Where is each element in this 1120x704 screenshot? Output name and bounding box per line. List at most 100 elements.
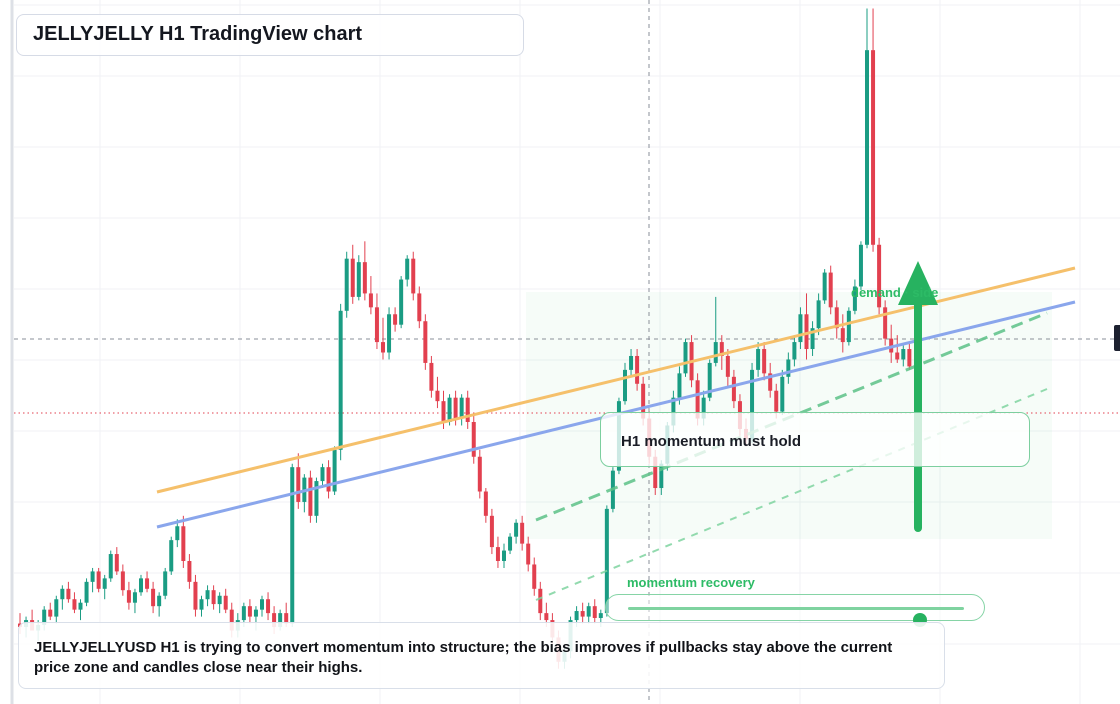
candle-body <box>592 606 597 618</box>
candle-body <box>901 349 906 360</box>
candle-body <box>453 397 458 419</box>
candle-body <box>362 262 367 294</box>
candle-body <box>489 515 494 548</box>
candle <box>247 599 252 624</box>
candle <box>102 574 107 600</box>
candle <box>72 592 77 614</box>
candle <box>477 449 482 499</box>
candle-body <box>381 342 385 353</box>
momentum-note: H1 momentum must hold <box>600 412 1030 467</box>
candle-body <box>810 328 815 350</box>
candle-body <box>483 491 488 516</box>
candle <box>296 453 301 509</box>
candle-body <box>338 310 343 450</box>
candle-body <box>356 262 361 297</box>
candle <box>465 390 470 429</box>
demand-zone-label: demand · side <box>851 285 939 300</box>
candle-body <box>308 477 313 516</box>
candle-body <box>532 564 537 589</box>
candle-body <box>326 467 331 492</box>
candle-body <box>865 50 869 245</box>
candle <box>526 536 531 572</box>
candle-body <box>54 599 59 617</box>
candle <box>169 536 174 575</box>
momentum-meter <box>605 594 985 627</box>
candle <box>846 307 851 346</box>
candle-body <box>132 592 137 603</box>
candle <box>48 602 53 621</box>
candle-body <box>175 526 180 541</box>
candle-body <box>417 293 422 322</box>
candle-body <box>284 613 289 624</box>
candle <box>362 241 367 301</box>
candle-body <box>139 578 143 593</box>
candle <box>883 300 888 346</box>
candle <box>508 533 513 555</box>
candle <box>623 362 627 405</box>
candle-body <box>786 359 791 377</box>
candle <box>211 585 216 610</box>
candle-body <box>653 456 658 489</box>
bullish-arrow-head <box>898 261 938 305</box>
candle-body <box>659 463 664 489</box>
candle-body <box>78 602 83 610</box>
candle <box>399 276 404 329</box>
candle-body <box>774 390 779 412</box>
candle <box>332 446 337 495</box>
candle-body <box>731 376 736 402</box>
candle-body <box>187 561 192 582</box>
candle <box>429 355 434 398</box>
candle-body <box>211 590 216 605</box>
candle-body <box>719 342 724 356</box>
candle-body <box>641 383 646 419</box>
candle-body <box>883 307 888 339</box>
candle <box>417 286 422 329</box>
candle-body <box>828 272 833 308</box>
candle <box>895 335 900 363</box>
candle <box>54 595 59 624</box>
candle <box>344 251 349 318</box>
candle <box>96 567 101 593</box>
candle <box>852 279 857 315</box>
candle-body <box>907 349 912 367</box>
candle <box>181 515 186 568</box>
candle-body <box>229 609 234 631</box>
candle <box>205 585 210 607</box>
candle <box>907 342 912 370</box>
candle-body <box>441 401 446 422</box>
candle-body <box>477 456 482 492</box>
candle-body <box>405 258 410 280</box>
candle-body <box>157 595 162 607</box>
candle <box>266 592 271 621</box>
momentum-track <box>628 607 964 627</box>
candle <box>199 595 204 617</box>
candle-body <box>502 550 506 561</box>
candle-body <box>368 293 373 308</box>
candle-body <box>520 522 525 544</box>
candle <box>756 342 761 377</box>
candle <box>586 602 591 624</box>
candle-body <box>635 355 640 384</box>
candle <box>871 8 876 252</box>
analysis-summary: JELLYJELLYUSD H1 is trying to convert mo… <box>18 622 945 689</box>
candle-body <box>126 590 131 603</box>
candle-body <box>253 609 258 617</box>
candle-body <box>514 522 519 537</box>
candle-body <box>816 300 821 329</box>
candle <box>877 237 882 315</box>
candle <box>592 599 597 624</box>
candle-body <box>48 609 53 617</box>
candle-body <box>756 349 761 370</box>
candle-body <box>290 467 295 624</box>
candle-body <box>508 536 513 551</box>
candle-body <box>538 588 543 614</box>
candle-body <box>871 50 876 245</box>
candle <box>804 293 809 360</box>
candle <box>901 345 906 367</box>
candle <box>411 251 416 301</box>
candle-body <box>205 590 210 600</box>
candle <box>151 581 156 614</box>
candle-body <box>725 355 730 377</box>
candle <box>768 362 773 398</box>
candle <box>163 567 168 600</box>
